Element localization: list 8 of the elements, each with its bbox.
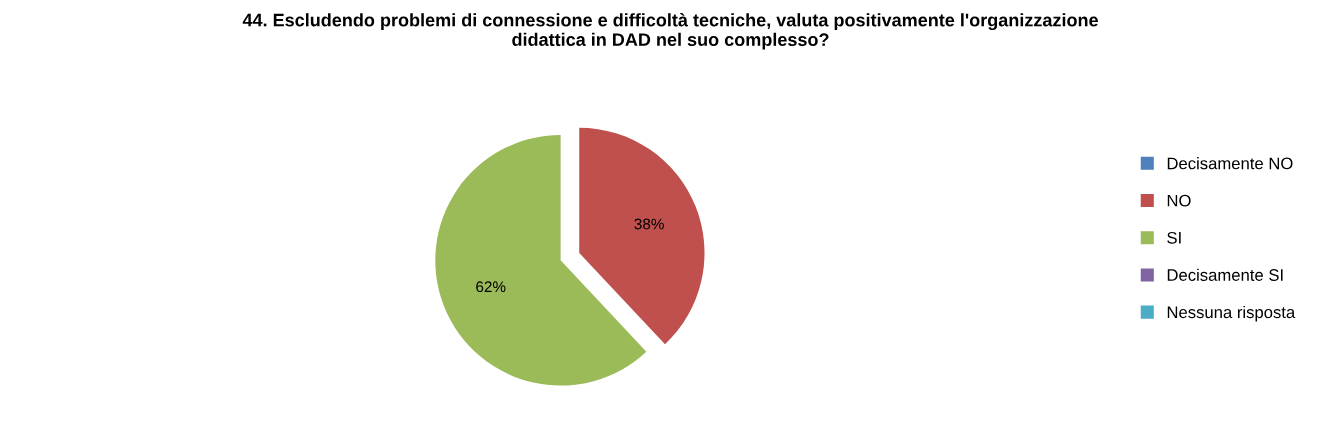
data-label: 62% — [476, 281, 506, 293]
legend-label: Decisamente NO — [1167, 157, 1293, 170]
legend-label: SI — [1167, 231, 1181, 244]
legend-label: NO — [1167, 194, 1191, 207]
legend-label: Nessuna risposta — [1167, 305, 1296, 322]
data-label: 38% — [634, 218, 664, 230]
chart-title: 44. Escludendo problemi di connessione e difficoltà tecniche, valuta positivamente l'organizzazione didattica in DAD nel suo complesso? — [242, 13, 1098, 50]
legend-label: Decisamente SI — [1167, 268, 1283, 281]
